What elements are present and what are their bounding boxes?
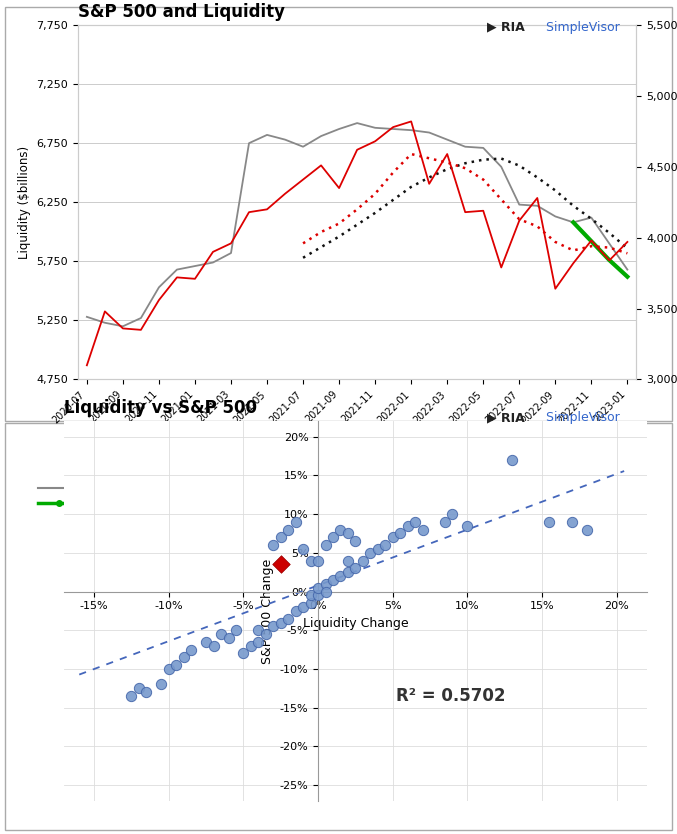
Point xyxy=(163,662,174,676)
Point xyxy=(156,678,167,691)
Text: ▶ RIA: ▶ RIA xyxy=(487,21,525,34)
Point xyxy=(507,453,518,466)
Point xyxy=(395,527,406,540)
Point xyxy=(305,589,316,602)
Point xyxy=(276,530,286,544)
Point xyxy=(231,624,242,637)
Point xyxy=(582,523,592,536)
Point xyxy=(298,542,309,555)
Y-axis label: Liquidity ($billions): Liquidity ($billions) xyxy=(18,146,31,259)
Point xyxy=(343,554,353,567)
Point xyxy=(447,507,458,520)
Point xyxy=(350,561,361,575)
Point xyxy=(335,570,346,583)
Point xyxy=(223,631,234,645)
Point xyxy=(328,573,338,586)
Point xyxy=(328,530,338,544)
Point xyxy=(283,523,294,536)
Point xyxy=(171,659,181,672)
Point xyxy=(261,627,271,641)
Point xyxy=(253,624,264,637)
Point xyxy=(305,554,316,567)
Point xyxy=(200,636,211,649)
Point xyxy=(417,523,428,536)
Point xyxy=(402,519,413,532)
Point xyxy=(268,539,279,552)
Point xyxy=(410,515,420,529)
Point xyxy=(335,523,346,536)
Point xyxy=(133,681,144,695)
Point xyxy=(380,539,391,552)
Point xyxy=(298,600,309,614)
Point xyxy=(320,539,331,552)
Legend: Liquidity, Liq. Forecast, S&P 500, 13 per. Mov. Avg. (Liquidity), 13 per. Mov. A: Liquidity, Liq. Forecast, S&P 500, 13 pe… xyxy=(39,484,567,510)
Point xyxy=(462,519,473,532)
Point xyxy=(246,639,257,652)
Text: R² = 0.5702: R² = 0.5702 xyxy=(396,687,506,705)
Point xyxy=(276,615,286,629)
Text: SimpleVisor: SimpleVisor xyxy=(542,21,619,34)
Point xyxy=(185,643,196,656)
Point xyxy=(290,604,301,617)
Point xyxy=(357,554,368,567)
Text: SimpleVisor: SimpleVisor xyxy=(542,411,619,425)
Point xyxy=(268,620,279,633)
Text: ▶ RIA: ▶ RIA xyxy=(487,411,525,425)
Point xyxy=(238,647,249,661)
Point xyxy=(343,565,353,579)
Y-axis label: S&P 500 Change: S&P 500 Change xyxy=(261,558,274,664)
Point xyxy=(387,530,398,544)
Point xyxy=(276,558,286,571)
Point xyxy=(141,686,152,699)
Point xyxy=(283,612,294,626)
Point xyxy=(178,651,189,664)
Point xyxy=(372,542,383,555)
Point xyxy=(305,596,316,610)
Point xyxy=(320,577,331,590)
Point xyxy=(365,546,376,560)
Point xyxy=(343,527,353,540)
Point xyxy=(439,515,450,529)
Point xyxy=(313,589,324,602)
Point xyxy=(567,515,577,529)
Text: Liquidity vs S&P 500: Liquidity vs S&P 500 xyxy=(64,399,257,417)
Point xyxy=(290,515,301,529)
Text: S&P 500 and Liquidity: S&P 500 and Liquidity xyxy=(78,3,285,21)
Point xyxy=(313,581,324,595)
Point xyxy=(216,627,227,641)
Point xyxy=(253,636,264,649)
Point xyxy=(350,535,361,548)
Point xyxy=(544,515,555,529)
Point xyxy=(313,554,324,567)
X-axis label: Liquidity Change: Liquidity Change xyxy=(303,617,408,630)
Point xyxy=(209,639,219,652)
Point xyxy=(320,585,331,598)
Point xyxy=(126,690,137,703)
